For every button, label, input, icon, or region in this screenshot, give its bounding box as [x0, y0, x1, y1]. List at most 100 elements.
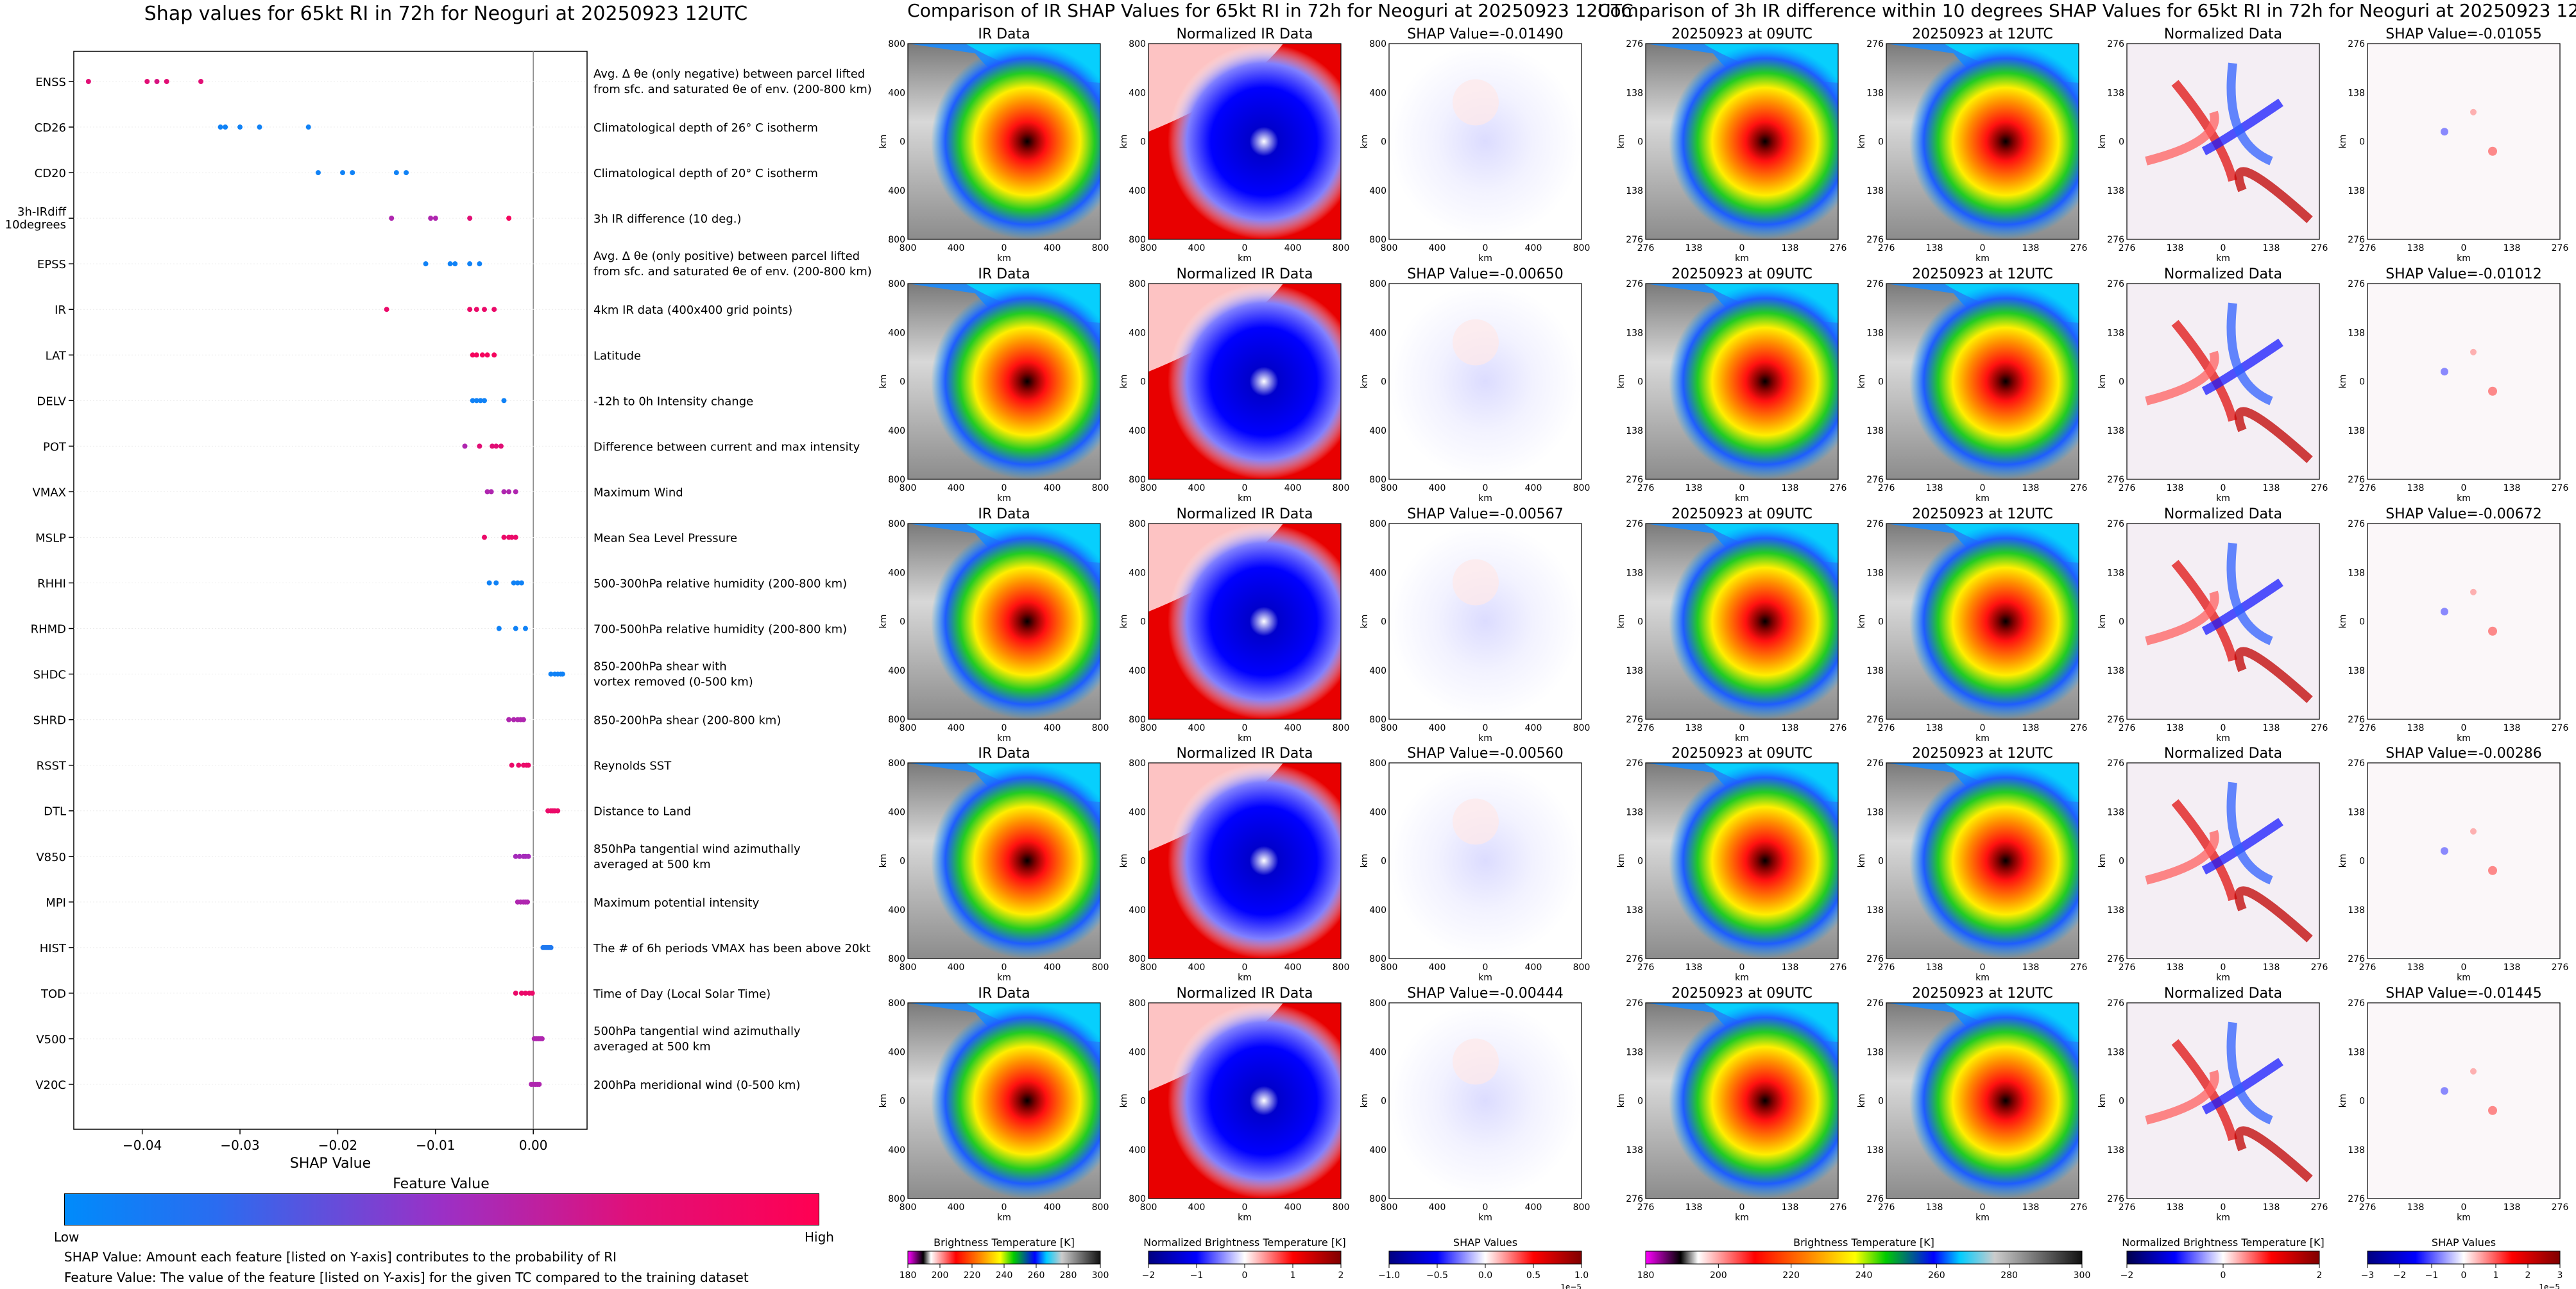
x-tick-label: −0.01	[416, 1138, 455, 1153]
x-tick-label: 138	[2407, 962, 2425, 973]
feature-description: 850-200hPa shear with	[593, 660, 727, 674]
x-tick-label: 800	[1333, 962, 1350, 973]
y-tick-label: 138	[1626, 905, 1643, 916]
shap-point	[482, 534, 487, 540]
y-axis-label: km	[1119, 615, 1129, 629]
shap-point	[479, 352, 485, 358]
x-tick-label: 800	[1092, 962, 1109, 973]
image-frame	[1645, 283, 1839, 480]
x-axis-label: km	[2216, 733, 2230, 744]
colorbar-tick-label: 0	[2221, 1270, 2226, 1281]
y-tick-label: 138	[1866, 88, 1884, 98]
shap-point	[509, 762, 515, 768]
y-tick-label: 138	[1866, 1145, 1884, 1156]
y-tick-label: 0	[1381, 137, 1386, 148]
y-tick-label: 400	[1129, 905, 1146, 916]
x-tick-label: 800	[900, 483, 917, 493]
shap-point	[491, 352, 497, 358]
y-tick-label: 800	[888, 998, 905, 1009]
y-tick-label: 800	[1369, 39, 1386, 49]
image-column-title: Normalized Data	[2164, 746, 2282, 762]
shap-point	[482, 307, 487, 312]
y-tick-label: 800	[1129, 998, 1146, 1009]
x-tick-label: 400	[948, 1202, 965, 1213]
ir-data-image	[1646, 1003, 1838, 1199]
image-frame	[907, 762, 1101, 959]
y-tick-label: 138	[2348, 905, 2365, 916]
y-axis-label: km	[2097, 135, 2108, 149]
x-axis-label: km	[1238, 973, 1252, 983]
feature-description: Avg. Δ θe (only negative) between parcel…	[593, 67, 865, 81]
colorbar-exponent: 1e−5	[1560, 1283, 1582, 1289]
y-tick-label: 276	[2348, 519, 2365, 529]
shap-point	[525, 899, 531, 905]
ir-data-image	[1646, 284, 1838, 479]
feature-description: from sfc. and saturated θe of env. (200-…	[593, 265, 872, 278]
x-tick-label: 138	[2167, 723, 2184, 733]
y-tick-label: 138	[1626, 1145, 1643, 1156]
feature-description: from sfc. and saturated θe of env. (200-…	[593, 83, 872, 96]
shap-point	[559, 671, 565, 677]
middle-panel-title: Comparison of IR SHAP Values for 65kt RI…	[907, 0, 1633, 21]
shap-point	[305, 124, 311, 130]
x-tick-label: −0.04	[123, 1138, 162, 1153]
y-tick-label: 0	[900, 1097, 905, 1107]
y-tick-label: 276	[2348, 1194, 2365, 1204]
y-tick-label: 0	[1637, 137, 1643, 148]
colorbar-tick-label: 0	[1242, 1270, 1248, 1281]
feature-name-label: RSST	[37, 760, 67, 773]
x-axis-label: km	[1975, 733, 1990, 744]
image-frame	[907, 1002, 1101, 1199]
x-tick-label: 0	[1739, 483, 1745, 493]
x-tick-label: 800	[1381, 1202, 1398, 1213]
image-frame	[1388, 762, 1582, 959]
y-tick-label: 0	[2119, 377, 2124, 388]
colorbar-tick-label: 200	[1710, 1270, 1727, 1281]
x-tick-label: 138	[1782, 962, 1799, 973]
feature-description: Distance to Land	[593, 805, 691, 819]
x-axis-label: km	[1478, 733, 1492, 744]
x-tick-label: 0	[1242, 243, 1248, 253]
x-tick-label: 400	[1429, 723, 1446, 733]
y-tick-label: 0	[1140, 377, 1146, 388]
image-column-title: 20250923 at 12UTC	[1912, 986, 2053, 1002]
x-tick-label: 400	[1188, 962, 1206, 973]
x-tick-label: 800	[1092, 483, 1109, 493]
shap-point	[516, 762, 522, 768]
x-tick-label: 138	[2022, 243, 2040, 253]
x-tick-label: 276	[1878, 962, 1895, 973]
feature-description: averaged at 500 km	[593, 858, 711, 871]
x-tick-label: 276	[1878, 483, 1895, 493]
feature-name-label: MPI	[46, 896, 66, 910]
shap-value-title: SHAP Value=-0.01012	[2385, 266, 2542, 282]
y-tick-label: 276	[2348, 715, 2365, 725]
x-tick-label: 138	[2407, 1202, 2425, 1213]
y-tick-label: 400	[888, 88, 905, 98]
x-tick-label: 138	[1782, 483, 1799, 493]
y-axis-label: km	[2097, 854, 2108, 868]
y-axis-label: km	[1616, 375, 1626, 389]
shap-value-title: SHAP Value=-0.01055	[2385, 26, 2542, 42]
colorbar	[1148, 1251, 1342, 1265]
y-tick-label: 276	[2107, 279, 2124, 289]
x-axis-label: km	[1478, 1213, 1492, 1223]
x-tick-label: 800	[1333, 723, 1350, 733]
x-tick-label: 276	[2070, 483, 2088, 493]
y-tick-label: 0	[1140, 137, 1146, 148]
y-axis-label: km	[1857, 615, 1867, 629]
x-tick-label: 138	[2263, 723, 2280, 733]
ir-data-image	[1646, 44, 1838, 239]
shap-point	[482, 398, 487, 404]
colorbar-tick-label: 1.0	[1574, 1270, 1589, 1281]
x-tick-label: 800	[1573, 962, 1591, 973]
y-tick-label: 138	[2348, 1145, 2365, 1156]
x-tick-label: 800	[1092, 723, 1109, 733]
summary-plot-title: Shap values for 65kt RI in 72h for Neogu…	[144, 3, 748, 25]
y-tick-label: 0	[2119, 1097, 2124, 1107]
feature-description: 850hPa tangential wind azimuthally	[593, 842, 801, 856]
colorbar-tick-label: 2	[2525, 1270, 2531, 1281]
x-tick-label: 800	[1573, 483, 1591, 493]
y-tick-label: 400	[1369, 186, 1386, 196]
image-column-title: 20250923 at 09UTC	[1671, 266, 1813, 282]
image-column-title: 20250923 at 12UTC	[1912, 266, 2053, 282]
